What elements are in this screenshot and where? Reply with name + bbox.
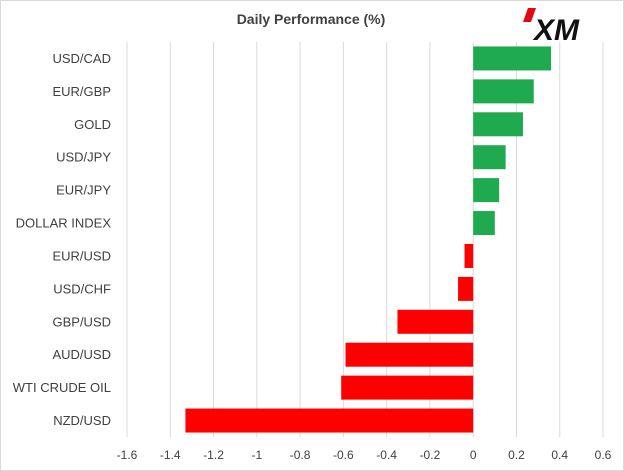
category-label: GBP/USD xyxy=(52,314,111,329)
gridlines xyxy=(126,42,604,437)
bar-eur-usd xyxy=(464,243,474,268)
bar-aud-usd xyxy=(345,342,474,367)
x-tick-label: -0.6 xyxy=(333,448,354,462)
bar-usd-cad xyxy=(473,46,552,71)
bar-usd-chf xyxy=(458,276,474,301)
x-tick-label: 0.2 xyxy=(508,448,525,462)
category-label: EUR/GBP xyxy=(52,84,111,99)
category-label: AUD/USD xyxy=(52,347,111,362)
x-tick-label: -1.6 xyxy=(117,448,138,462)
bar-usd-jpy xyxy=(473,145,506,170)
x-tick-label: 0.4 xyxy=(551,448,568,462)
logo-text: XM xyxy=(532,14,580,47)
category-label: EUR/JPY xyxy=(56,183,111,198)
x-tick-label: 0.6 xyxy=(595,448,612,462)
x-tick-labels: -1.6 -1.4 -1.2 -1 -0.8 -0.6 -0.4 -0.2 0 0.2 0.4 0.6 xyxy=(117,448,612,462)
xm-logo: XM xyxy=(523,8,580,47)
bars xyxy=(185,46,552,433)
x-tick-label: -1 xyxy=(251,448,262,462)
chart-title: Daily Performance (%) xyxy=(237,11,386,27)
bar-wti-crude-oil xyxy=(341,375,474,400)
bar-gbp-usd xyxy=(397,309,474,334)
x-tick-label: 0 xyxy=(470,448,477,462)
bar-eur-jpy xyxy=(473,178,500,203)
x-tick-label: -1.2 xyxy=(203,448,224,462)
category-label: USD/CHF xyxy=(53,281,111,296)
category-label: USD/CAD xyxy=(52,51,111,66)
x-tick-label: -0.4 xyxy=(376,448,397,462)
bar-dollar-index xyxy=(473,211,495,236)
bar-gold xyxy=(473,112,523,137)
category-labels: USD/CAD EUR/GBP GOLD USD/JPY EUR/JPY DOLLAR I… xyxy=(13,51,112,428)
category-label: GOLD xyxy=(74,117,111,132)
category-label: WTI CRUDE OIL xyxy=(13,380,111,395)
category-label: EUR/USD xyxy=(52,248,111,263)
bar-nzd-usd xyxy=(185,408,474,433)
logo-accent-mark xyxy=(523,8,536,22)
bar-eur-gbp xyxy=(473,79,534,104)
x-tick-label: -0.2 xyxy=(420,448,441,462)
category-label: USD/JPY xyxy=(56,150,111,165)
x-tick-label: -0.8 xyxy=(290,448,311,462)
category-label: NZD/USD xyxy=(53,413,111,428)
category-label: DOLLAR INDEX xyxy=(16,216,112,231)
x-tick-label: -1.4 xyxy=(160,448,181,462)
